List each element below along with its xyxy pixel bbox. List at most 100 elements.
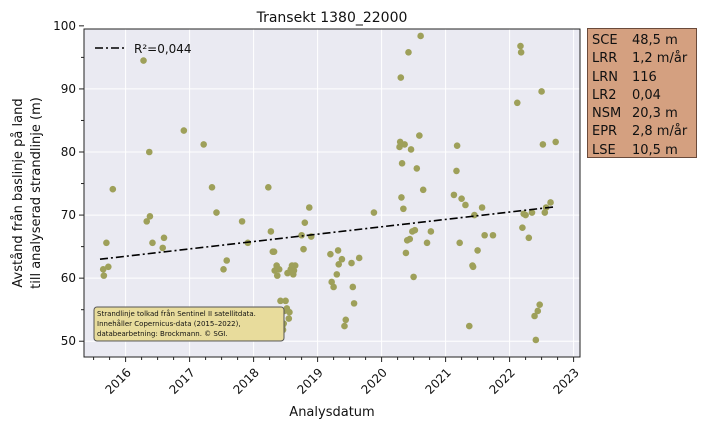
data-point — [519, 224, 526, 231]
data-points — [99, 32, 559, 344]
data-point — [465, 322, 473, 330]
data-point — [489, 231, 497, 239]
data-point — [427, 228, 435, 235]
x-tick-label: 2021 — [422, 365, 453, 396]
stats-value: 2,8 m/år — [632, 124, 688, 140]
x-tick-label: 2022 — [486, 365, 517, 396]
data-point — [159, 244, 167, 252]
data-point — [410, 273, 417, 281]
data-point — [285, 315, 293, 322]
data-point — [301, 219, 309, 226]
source-note: Strandlinje tolkad från Sentinel II sate… — [93, 306, 285, 342]
x-axis-ticks: 2016 2017 2018 2019 2020 2021 2022 2023 — [93, 357, 582, 397]
data-point — [333, 271, 341, 278]
data-point — [413, 165, 421, 172]
data-point — [531, 312, 538, 320]
x-tick-label: 2020 — [358, 365, 389, 396]
data-point — [525, 234, 533, 242]
data-point — [522, 211, 529, 219]
y-axis-label-line-2: till analyserad strandlinje (m) — [29, 97, 44, 289]
data-point — [334, 247, 342, 254]
data-point — [103, 239, 110, 247]
data-point — [517, 42, 524, 50]
stats-key: LSE — [592, 142, 616, 158]
data-point — [528, 209, 536, 216]
stats-row-lr2: LR2 0,04 — [592, 87, 696, 105]
data-point — [100, 272, 108, 279]
stats-key: LRR — [592, 51, 618, 67]
data-point — [330, 283, 337, 291]
data-point — [458, 195, 465, 202]
data-point — [342, 316, 350, 324]
data-point — [419, 186, 427, 194]
data-point — [462, 201, 469, 209]
data-point — [291, 262, 299, 269]
legend-label: R²=0,044 — [134, 42, 192, 56]
data-point — [99, 266, 107, 273]
data-point — [282, 297, 289, 305]
stats-key: NSM — [592, 106, 622, 122]
data-point — [406, 235, 414, 243]
trend-line — [99, 206, 555, 261]
data-point — [536, 301, 543, 308]
source-note-box — [93, 306, 285, 342]
data-point — [273, 272, 281, 279]
data-point — [474, 247, 481, 254]
stats-row-nsm: NSM 20,3 m — [592, 105, 696, 123]
data-point — [453, 167, 460, 175]
data-point — [149, 239, 156, 247]
data-point — [450, 191, 458, 199]
stats-row-epr: EPR 2,8 m/år — [592, 123, 696, 141]
data-point — [481, 231, 488, 239]
data-point — [300, 245, 307, 253]
data-point — [538, 88, 545, 95]
y-axis-ticks: 50 60 70 80 90 100 — [53, 19, 84, 348]
stats-value: 10,5 m — [632, 142, 678, 158]
data-point — [200, 141, 207, 148]
data-point — [416, 132, 423, 139]
data-point — [265, 184, 272, 191]
data-point — [453, 142, 461, 149]
plot-area — [84, 29, 580, 357]
data-point — [400, 205, 407, 213]
stats-panel: SCE 48,5 m LRR 1,2 m/år LRN 116 LR2 0,04 NSM… — [587, 28, 697, 158]
data-point — [541, 209, 549, 216]
data-point — [109, 185, 117, 193]
data-point — [275, 266, 283, 273]
data-point — [348, 259, 355, 267]
data-point — [341, 322, 348, 330]
source-note-line-1: Strandlinje tolkad från Sentinel II sate… — [97, 309, 256, 318]
stats-key: LR2 — [592, 87, 617, 103]
data-point — [396, 143, 403, 151]
data-point — [370, 209, 378, 216]
stats-row-lrn: LRN 116 — [592, 69, 696, 87]
y-tick-label: 100 — [53, 19, 76, 33]
x-axis-label: Analysdatum — [289, 405, 374, 420]
data-point — [286, 308, 293, 316]
data-point — [213, 209, 220, 216]
y-tick-label: 90 — [61, 82, 76, 96]
data-point — [349, 283, 357, 291]
y-tick-label: 80 — [61, 145, 76, 159]
data-point — [146, 213, 154, 220]
data-point — [335, 260, 343, 268]
data-point — [547, 199, 554, 206]
data-point — [270, 248, 278, 255]
y-tick-label: 60 — [61, 271, 76, 285]
x-tick-label: 2019 — [294, 365, 325, 396]
chart-title: Transekt 1380_22000 — [256, 10, 408, 26]
stats-key: LRN — [592, 69, 618, 85]
data-point — [478, 204, 486, 211]
data-point — [328, 278, 335, 286]
y-tick-label: 50 — [61, 334, 76, 348]
stats-row-lse: LSE 10,5 m — [592, 142, 696, 160]
data-point — [539, 141, 547, 148]
plot-frame — [83, 28, 581, 358]
data-point — [350, 300, 358, 307]
data-point — [238, 218, 246, 225]
data-point — [145, 148, 153, 156]
data-point — [208, 184, 216, 191]
x-tick-label: 2017 — [166, 365, 197, 396]
data-point — [140, 57, 147, 64]
